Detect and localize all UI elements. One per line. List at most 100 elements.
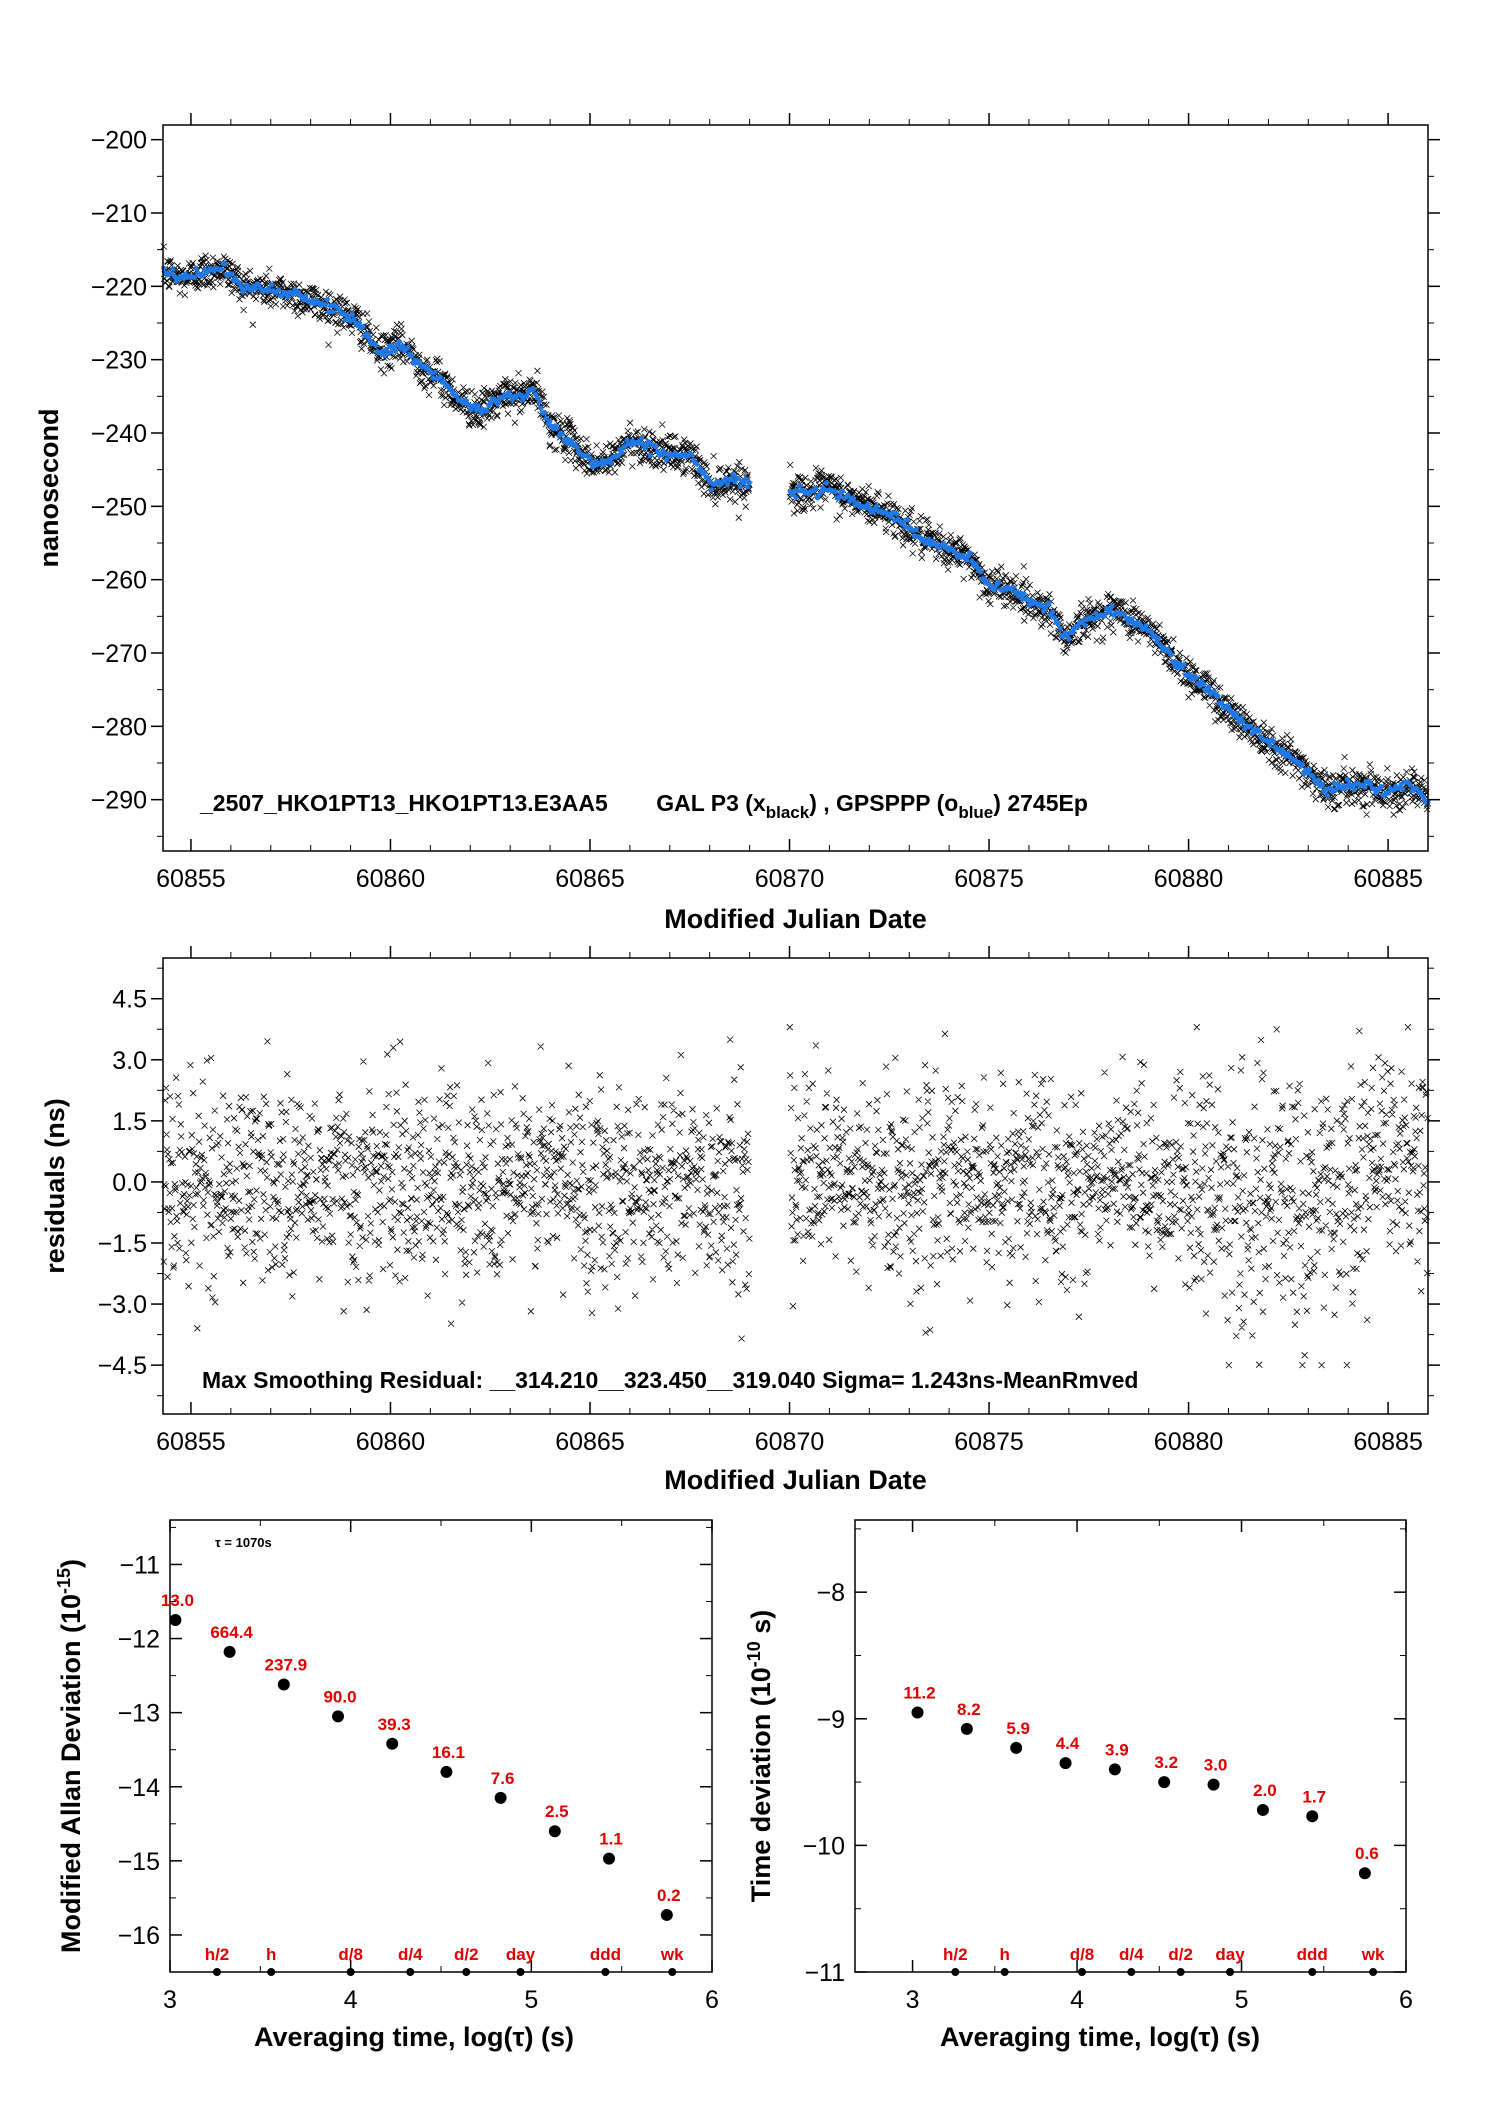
timeseries-o-point bbox=[495, 401, 501, 407]
mdev-point-label: 1.1 bbox=[599, 1830, 623, 1849]
timeseries-annotation-name: _2507_HKO1PT13_HKO1PT13.E3AA5 bbox=[199, 790, 608, 816]
timeseries-o-point bbox=[978, 569, 984, 575]
mdev-interval-marker bbox=[601, 1968, 610, 1976]
timeseries-annotation-gal: GAL P3 (x bbox=[656, 790, 766, 816]
timeseries-o-point bbox=[1181, 662, 1187, 668]
timeseries-o-point bbox=[1271, 738, 1277, 745]
tdev-point-label: 11.2 bbox=[903, 1683, 935, 1702]
tdev-interval-marker bbox=[1127, 1968, 1136, 1976]
timeseries-o-point bbox=[1168, 651, 1174, 658]
tdev-y-tick-label: −9 bbox=[816, 1706, 845, 1734]
timeseries-o-point bbox=[694, 461, 700, 467]
timeseries-o-point bbox=[252, 286, 258, 292]
mdev-interval-marker bbox=[462, 1968, 471, 1976]
mdev-interval-label: d/8 bbox=[338, 1945, 363, 1964]
timeseries-o-point bbox=[1378, 784, 1384, 790]
timeseries-o-point bbox=[1240, 719, 1246, 725]
timeseries-o-point bbox=[1351, 787, 1357, 793]
timeseries-o-point bbox=[383, 347, 390, 353]
residuals-x-tick-label: 60865 bbox=[555, 1428, 625, 1456]
mdev-point bbox=[223, 1645, 236, 1658]
mdev-point-label: 90.0 bbox=[323, 1687, 356, 1706]
timeseries-o-point bbox=[744, 484, 751, 490]
tdev-point-label: 8.2 bbox=[957, 1700, 981, 1719]
tdev-interval-label: h bbox=[999, 1945, 1009, 1964]
tdev-point-label: 5.9 bbox=[1006, 1719, 1030, 1738]
mdev-point-label: 237.9 bbox=[265, 1655, 308, 1674]
mdev-y-axis-title-end: ) bbox=[56, 1559, 86, 1568]
mdev-point bbox=[169, 1614, 182, 1627]
timeseries-o-point bbox=[832, 489, 839, 495]
mdev-y-tick-label: −14 bbox=[118, 1774, 161, 1802]
tdev-point bbox=[1358, 1867, 1371, 1880]
mdev-panel: 3 4 5 6 −11 −12 −13 −14 −15 −16 13.0 664.4 237.9 90.… bbox=[54, 1519, 719, 2052]
mdev-interval-label: h bbox=[266, 1945, 276, 1964]
tdev-y-axis-title-sup: -10 bbox=[744, 1641, 764, 1667]
timeseries-o-point bbox=[1109, 603, 1115, 610]
mdev-point bbox=[440, 1765, 453, 1778]
mdev-y-axis-title-sup: -15 bbox=[54, 1568, 74, 1594]
timeseries-o-point bbox=[541, 409, 548, 415]
timeseries-annotation-gps-sub: blue bbox=[958, 803, 993, 822]
tdev-interval-label: d/8 bbox=[1070, 1945, 1095, 1964]
timeseries-o-point bbox=[536, 399, 542, 405]
residuals-y-axis-title: residuals (ns) bbox=[40, 1098, 70, 1274]
timeseries-o-point bbox=[432, 369, 438, 375]
mdev-point-label: 13.0 bbox=[161, 1591, 194, 1610]
residuals-x-tick-label: 60860 bbox=[356, 1428, 426, 1456]
residuals-y-tick-label: −3.0 bbox=[98, 1291, 147, 1319]
timeseries-o-point bbox=[238, 284, 244, 290]
timeseries-o-point bbox=[1279, 746, 1286, 753]
timeseries-o-point bbox=[592, 458, 598, 464]
timeseries-o-point bbox=[559, 431, 566, 437]
timeseries-o-point bbox=[342, 317, 348, 323]
mdev-y-tick-label: −13 bbox=[118, 1700, 160, 1728]
timeseries-o-point bbox=[161, 265, 167, 271]
timeseries-y-axis-title: nanosecond bbox=[34, 408, 64, 567]
mdev-interval-marker bbox=[346, 1968, 355, 1976]
tdev-y-axis-title: Time deviation (10-10 s) bbox=[744, 1610, 776, 1903]
mdev-interval-label: d/4 bbox=[398, 1945, 423, 1964]
tdev-interval-marker bbox=[1308, 1968, 1317, 1976]
timeseries-o-markers bbox=[161, 260, 1431, 806]
timeseries-o-point bbox=[1082, 622, 1088, 629]
mdev-y-tick-label: −12 bbox=[118, 1626, 160, 1654]
mdev-x-tick-label: 3 bbox=[163, 1986, 177, 2014]
timeseries-o-point bbox=[475, 403, 481, 409]
tdev-x-tick-label: 6 bbox=[1399, 1986, 1413, 2014]
mdev-tau-label: τ = 1070s bbox=[215, 1535, 272, 1550]
residuals-x-tick-label: 60885 bbox=[1353, 1428, 1423, 1456]
timeseries-o-point bbox=[324, 297, 330, 303]
mdev-point-label: 7.6 bbox=[491, 1769, 515, 1788]
tdev-interval-label: day bbox=[1215, 1945, 1245, 1964]
timeseries-o-point bbox=[737, 483, 743, 490]
tdev-interval-marker bbox=[1077, 1968, 1086, 1976]
timeseries-o-point bbox=[1367, 781, 1374, 787]
timeseries-o-point bbox=[1102, 612, 1108, 618]
tdev-interval-label: d/2 bbox=[1168, 1945, 1193, 1964]
timeseries-o-point bbox=[701, 470, 707, 476]
mdev-interval-marker bbox=[668, 1968, 677, 1976]
tdev-interval-label: ddd bbox=[1297, 1945, 1328, 1964]
timeseries-o-point bbox=[969, 558, 975, 564]
tdev-interval-marker bbox=[951, 1968, 960, 1976]
timeseries-o-point bbox=[1407, 782, 1413, 788]
tdev-point-label: 3.9 bbox=[1105, 1740, 1129, 1759]
timeseries-o-point bbox=[893, 511, 900, 517]
timeseries-o-point bbox=[865, 501, 871, 508]
tdev-point bbox=[1010, 1741, 1023, 1754]
timeseries-o-point bbox=[1156, 635, 1162, 641]
mdev-point bbox=[548, 1825, 561, 1838]
tdev-point bbox=[1306, 1810, 1319, 1823]
mdev-interval-marker bbox=[406, 1968, 415, 1976]
timeseries-o-point bbox=[874, 503, 880, 509]
timeseries-o-point bbox=[1306, 767, 1313, 773]
timeseries-o-point bbox=[285, 294, 291, 300]
timeseries-o-point bbox=[586, 455, 593, 461]
timeseries-o-point bbox=[1193, 674, 1199, 681]
tdev-interval-label: wk bbox=[1361, 1945, 1385, 1964]
tdev-interval-marker bbox=[1369, 1968, 1378, 1976]
mdev-ticks: 3 4 5 6 −11 −12 −13 −14 −15 −16 bbox=[118, 1520, 719, 2014]
timeseries-o-point bbox=[1046, 600, 1052, 606]
timeseries-o-point bbox=[708, 487, 715, 493]
